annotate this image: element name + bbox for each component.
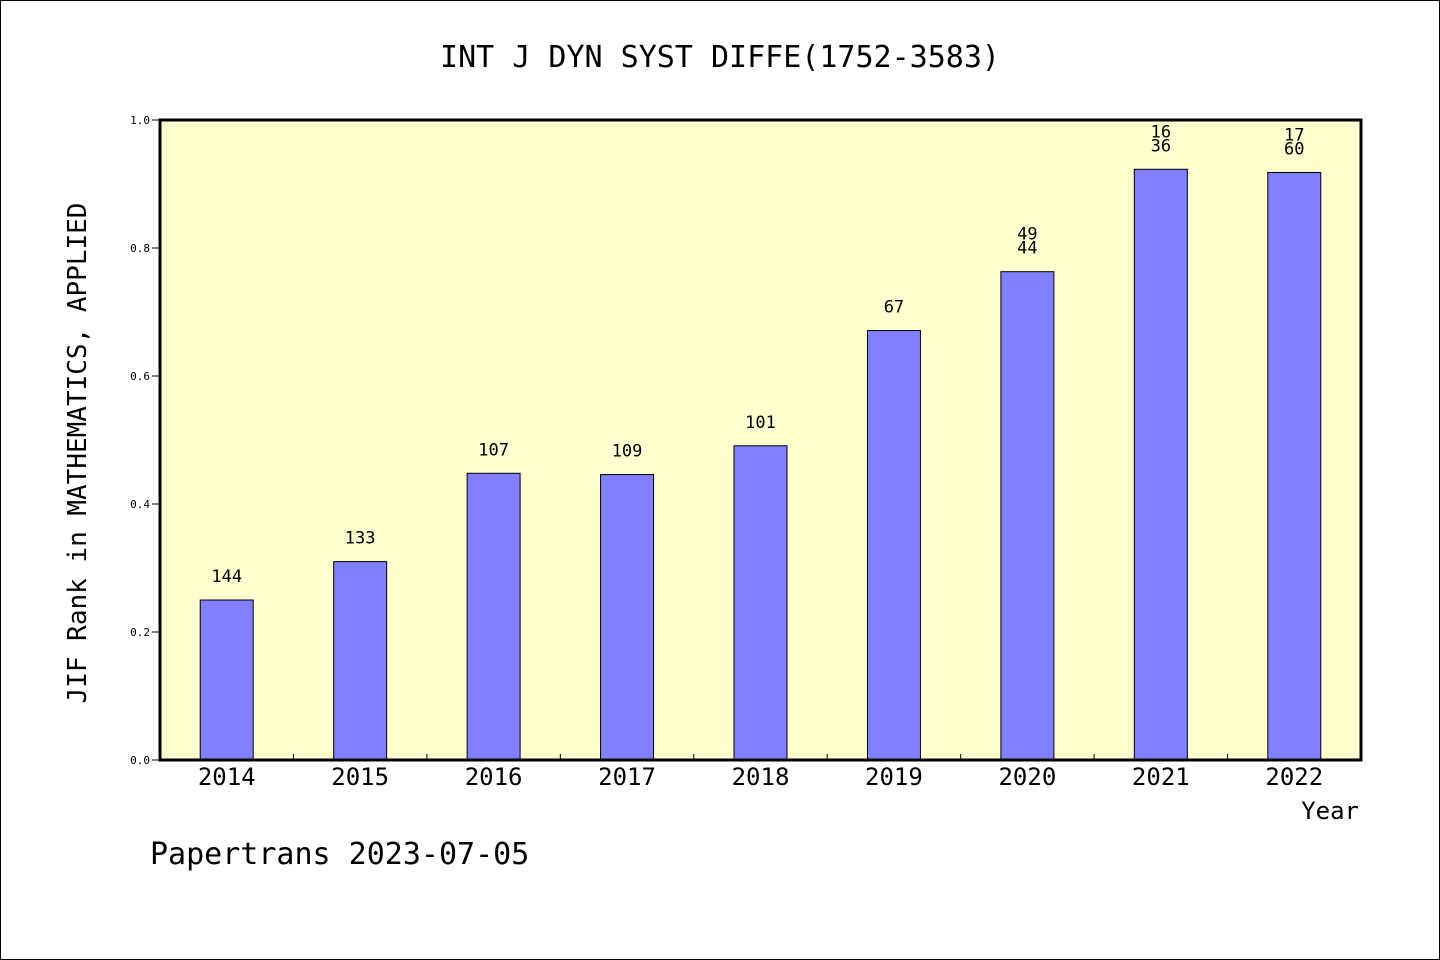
data-label: 144	[211, 567, 242, 587]
plot-border	[158, 118, 1363, 762]
bar-2022	[1267, 171, 1322, 761]
chart-title: INT J DYN SYST DIFFE(1752-3583)	[440, 40, 1000, 75]
bar-2020	[1000, 271, 1055, 761]
y-tick-label: 0.8	[130, 242, 150, 255]
x-tick-label: 2014	[198, 763, 256, 791]
bar-2018	[733, 445, 788, 761]
y-axis-label: JIF Rank in MATHEMATICS, APPLIED	[63, 203, 93, 704]
data-label: 36	[1151, 136, 1171, 156]
x-tick-label: 2019	[865, 763, 923, 791]
footer-credit: Papertrans 2023-07-05	[150, 837, 529, 872]
x-axis-label: Year	[1301, 797, 1359, 825]
bar-2016	[466, 472, 521, 761]
x-tick-label: 2016	[465, 763, 523, 791]
data-label: 16	[1151, 122, 1171, 142]
y-tick-label: 0.6	[130, 370, 150, 383]
bar-2017	[600, 474, 655, 761]
data-label: 44	[1017, 239, 1037, 259]
y-tick-label: 0.4	[130, 498, 150, 511]
bar-2019	[866, 330, 921, 761]
data-label: 67	[884, 298, 904, 318]
data-label: 133	[345, 529, 376, 549]
data-label: 109	[612, 442, 643, 462]
data-label: 60	[1284, 139, 1304, 159]
x-tick-label: 2015	[331, 763, 389, 791]
x-tick-label: 2017	[598, 763, 656, 791]
x-tick-label: 2021	[1132, 763, 1190, 791]
data-label: 17	[1284, 125, 1304, 145]
bar-2021	[1133, 168, 1188, 761]
x-tick-label: 2018	[732, 763, 790, 791]
y-tick-label: 1.0	[130, 114, 150, 127]
x-tick-label: 2022	[1265, 763, 1323, 791]
y-tick-label: 0.2	[130, 626, 150, 639]
data-label: 101	[745, 413, 776, 433]
data-label: 107	[478, 440, 509, 460]
bar-2015	[333, 561, 388, 761]
y-tick-label: 0.0	[130, 754, 150, 767]
data-label: 49	[1017, 225, 1037, 245]
bar-2014	[199, 599, 254, 761]
x-tick-label: 2020	[998, 763, 1056, 791]
